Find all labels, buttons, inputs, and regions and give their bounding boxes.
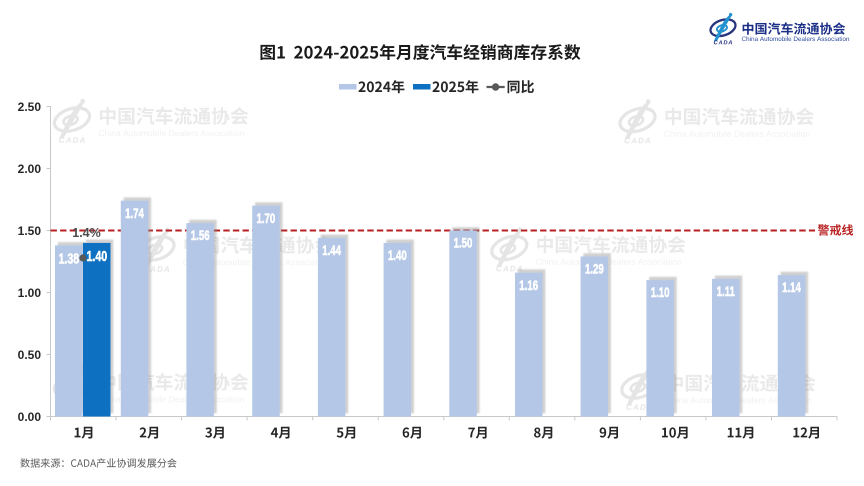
svg-text:1.40: 1.40: [388, 247, 407, 263]
svg-text:1.40: 1.40: [86, 247, 107, 264]
svg-text:1.44: 1.44: [322, 242, 341, 258]
svg-text:1.50: 1.50: [454, 235, 473, 251]
svg-text:1.56: 1.56: [191, 227, 210, 243]
svg-text:1.74: 1.74: [125, 205, 144, 221]
svg-text:1.14: 1.14: [782, 279, 801, 295]
svg-text:1.10: 1.10: [651, 284, 670, 300]
svg-text:1.00: 1.00: [18, 286, 42, 300]
svg-text:1.29: 1.29: [585, 261, 604, 277]
svg-text:1.16: 1.16: [519, 277, 538, 293]
svg-text:0.00: 0.00: [18, 410, 42, 424]
svg-text:2.50: 2.50: [18, 100, 42, 114]
svg-text:1.38: 1.38: [58, 250, 79, 267]
svg-text:0.50: 0.50: [18, 348, 42, 362]
svg-text:1.50: 1.50: [18, 224, 42, 238]
svg-text:1.4%: 1.4%: [72, 226, 101, 240]
svg-text:1.11: 1.11: [717, 283, 736, 299]
svg-text:2.00: 2.00: [18, 162, 42, 176]
svg-text:1.70: 1.70: [256, 210, 275, 226]
